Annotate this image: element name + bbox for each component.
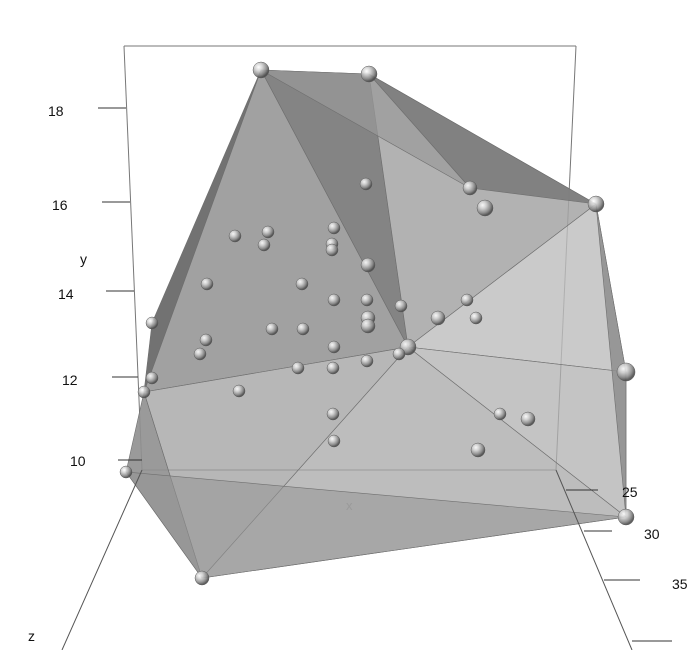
data-point (261, 225, 275, 239)
data-point (326, 407, 340, 421)
data-point (360, 293, 374, 307)
data-point (520, 411, 536, 427)
data-point (470, 442, 486, 458)
data-point (200, 277, 214, 291)
data-point (327, 434, 341, 448)
data-point (617, 508, 635, 526)
data-point (360, 65, 378, 83)
y-tick-label: 12 (62, 372, 78, 388)
data-point (469, 311, 483, 325)
data-point (228, 229, 242, 243)
data-point (360, 318, 376, 334)
y-axis-title: y (80, 251, 87, 267)
data-point (392, 347, 406, 361)
data-point (327, 340, 341, 354)
data-point (360, 354, 374, 368)
hull-facet (595, 203, 627, 518)
z-tick-label: 25 (622, 484, 638, 500)
data-point (493, 407, 507, 421)
data-point (430, 310, 446, 326)
data-point (119, 465, 133, 479)
convex-hull (125, 69, 627, 579)
data-point (476, 199, 494, 217)
data-point (145, 316, 159, 330)
point-cloud (119, 61, 636, 586)
data-point (199, 333, 213, 347)
y-axis (98, 107, 142, 461)
z-axis-title: z (28, 628, 35, 644)
z-tick-label: 30 (644, 526, 660, 542)
hull-facet (260, 69, 471, 189)
data-point (145, 371, 159, 385)
data-point (616, 362, 636, 382)
data-point (257, 238, 271, 252)
data-point (462, 180, 478, 196)
y-tick-label: 10 (70, 453, 86, 469)
data-point (325, 243, 339, 257)
y-tick-label: 18 (48, 103, 64, 119)
data-point (295, 277, 309, 291)
data-point (265, 322, 279, 336)
data-point (232, 384, 246, 398)
data-point (460, 293, 474, 307)
hull-facet (125, 471, 627, 579)
data-point (193, 347, 207, 361)
y-tick-label: 16 (52, 197, 68, 213)
data-point (252, 61, 270, 79)
axis-lines (61, 469, 633, 650)
y-tick-label: 14 (58, 286, 74, 302)
data-point (359, 177, 373, 191)
data-point (326, 361, 340, 375)
data-point (394, 299, 408, 313)
z-axis (566, 489, 672, 642)
data-point (296, 322, 310, 336)
data-point (360, 257, 376, 273)
z-tick-label: 35 (672, 576, 688, 592)
data-point (587, 195, 605, 213)
x-axis-title: x (346, 498, 353, 513)
data-point (137, 385, 151, 399)
data-point (291, 361, 305, 375)
data-point (327, 293, 341, 307)
data-point (327, 221, 341, 235)
data-point (194, 570, 210, 586)
